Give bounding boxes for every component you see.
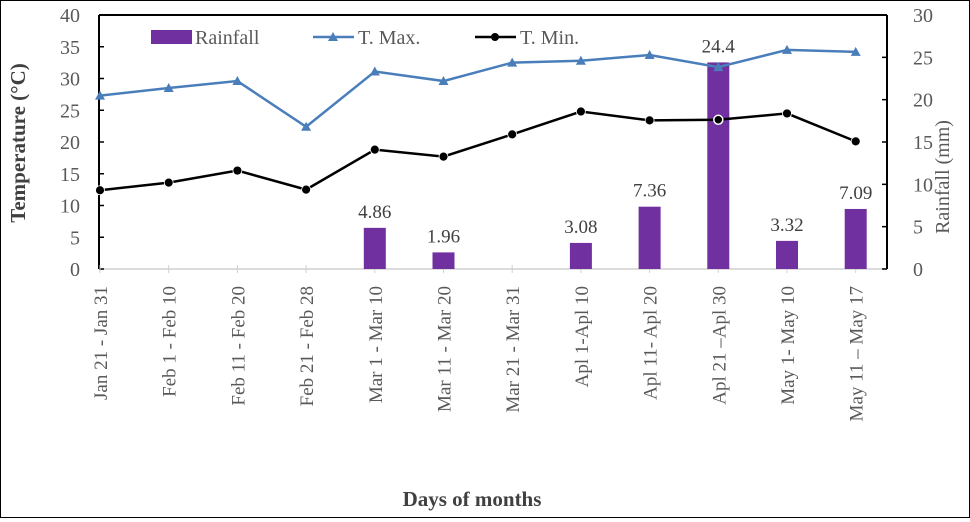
legend-rainfall-label: Rainfall <box>195 27 260 49</box>
y-right-tick-label: 30 <box>913 5 933 27</box>
tmax-line <box>99 48 856 129</box>
tmin-marker <box>163 177 174 188</box>
axes: 0 5 10 15 20 25 30 35 40 0 5 10 15 20 25 30 Jan 21 - Jan… <box>60 5 933 421</box>
rainfall-data-label: 3.32 <box>770 215 803 236</box>
rainfall-data-label: 1.96 <box>427 226 460 247</box>
data-labels: 4.86 1.96 3.08 7.36 24.4 3.32 7.09 <box>358 36 872 247</box>
tmin-marker <box>576 106 586 117</box>
legend-rainfall-swatch <box>151 30 192 44</box>
x-tick-label: Feb 11 - Feb 20 <box>228 286 249 406</box>
legend-tmax-marker <box>328 32 338 41</box>
tmax-marker <box>438 76 449 86</box>
x-tick-label: Apl 1-Apl 10 <box>572 286 593 387</box>
tmin-marker <box>713 114 724 126</box>
rainfall-bars <box>363 62 867 270</box>
x-tick-label: Feb 1 - Feb 10 <box>160 286 181 397</box>
x-tick-label: Apl 21 –Apl 30 <box>709 286 730 405</box>
tmin-marker <box>301 184 312 195</box>
legend-tmin-marker <box>491 33 499 41</box>
tmax-marker <box>644 50 655 60</box>
x-tick-label: May 1- May 10 <box>778 286 799 405</box>
tmin-marker <box>644 115 655 126</box>
tmax-marker <box>232 76 243 86</box>
y-right-tick-label: 25 <box>913 47 933 69</box>
tmax-marker <box>575 55 586 65</box>
x-tick-label: Mar 21 - Mar 31 <box>503 286 524 413</box>
y-left-tick-label: 10 <box>60 196 80 218</box>
tmax-marker <box>163 83 174 93</box>
rainfall-bar <box>707 62 730 270</box>
y-right-tick-label: 5 <box>913 217 923 239</box>
tmin-marker <box>95 185 105 196</box>
tmin-marker <box>850 136 861 147</box>
y-left-tick-label: 35 <box>60 37 80 59</box>
rainfall-data-label: 3.08 <box>564 217 597 238</box>
rainfall-bar <box>363 227 386 269</box>
x-tick-label: Jan 21 - Jan 31 <box>91 286 112 400</box>
rainfall-data-label: 4.86 <box>358 202 391 223</box>
rainfall-data-label: 24.4 <box>702 36 736 57</box>
y-axis-right-label: Rainfall (mm) <box>932 120 954 234</box>
legend-tmin-label: T. Min. <box>520 27 579 49</box>
rainfall-bar <box>638 206 661 269</box>
y-left-tick-label: 25 <box>60 100 80 122</box>
legend: Rainfall T. Max. T. Min. <box>151 27 579 49</box>
tmin-marker <box>232 165 243 176</box>
x-tick-label: Apl 11- Apl 20 <box>641 286 662 400</box>
y-left-tick-label: 15 <box>60 164 80 186</box>
x-tick-label: Feb 21 - Feb 28 <box>297 286 318 406</box>
y-axis-left-label: Temperature (°C) <box>6 63 30 222</box>
y-right-tick-label: 15 <box>913 132 933 154</box>
x-tick-label: May 11 – May 17 <box>847 286 868 421</box>
y-right-tick-label: 0 <box>913 259 923 281</box>
x-axis-label: Days of months <box>403 487 542 511</box>
tmax-marker <box>850 46 861 56</box>
rainfall-bar <box>432 252 455 269</box>
temperature-lines <box>95 44 861 196</box>
tmax-marker <box>507 57 518 67</box>
y-left-tick-label: 20 <box>60 132 80 154</box>
rainfall-bar <box>776 240 798 269</box>
y-left-tick-label: 40 <box>60 5 80 27</box>
y-left-tick-label: 30 <box>60 69 80 91</box>
y-right-tick-label: 20 <box>913 90 933 112</box>
tmin-marker <box>369 144 380 155</box>
rainfall-bar <box>569 242 592 269</box>
legend-tmax-label: T. Max. <box>358 27 420 49</box>
y-left-tick-label: 0 <box>70 259 80 281</box>
y-right-tick-label: 10 <box>913 174 933 196</box>
tmax-marker <box>301 121 312 131</box>
tmax-marker <box>95 90 105 100</box>
rainfall-data-label: 7.09 <box>839 183 872 204</box>
tmax-marker <box>782 44 792 54</box>
tmin-marker <box>507 129 518 140</box>
tmax-marker <box>369 66 380 76</box>
x-tick-label: Mar 11 - Mar 20 <box>435 286 456 412</box>
tmax-marker <box>713 62 724 72</box>
rainfall-data-label: 7.36 <box>633 181 666 202</box>
rainfall-bar <box>844 208 867 269</box>
y-left-tick-label: 5 <box>70 227 80 249</box>
tmin-marker <box>438 151 449 162</box>
tmin-line <box>99 110 857 192</box>
tmin-marker <box>782 108 792 119</box>
x-tick-label: Mar 1 - Mar 10 <box>366 286 387 403</box>
